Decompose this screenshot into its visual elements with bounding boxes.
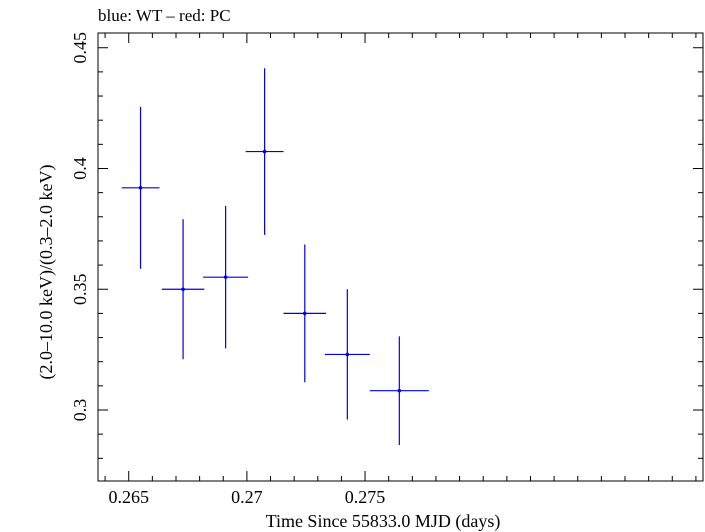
x-axis (104, 33, 697, 481)
plot-frame (97, 32, 704, 482)
data-point-wt (369, 336, 429, 446)
data-series-layer (121, 68, 429, 446)
y-tick-label: 0.35 (70, 273, 90, 305)
y-tick-label: 0.3 (70, 399, 90, 422)
x-tick-label: 0.265 (108, 487, 149, 507)
data-marker (181, 287, 185, 292)
data-marker (262, 149, 267, 154)
data-point-wt (324, 289, 370, 420)
y-tick-label: 0.45 (70, 32, 90, 64)
y-tick-labels: 0.3 0.35 0.4 0.45 (70, 32, 90, 421)
x-tick-labels: 0.265 0.27 0.275 (108, 487, 385, 507)
data-marker (302, 311, 307, 316)
data-point-wt (245, 68, 284, 235)
data-marker (397, 388, 402, 393)
data-marker (223, 275, 228, 279)
data-point-wt (161, 219, 205, 360)
data-marker (345, 352, 350, 357)
data-point-wt (283, 244, 327, 383)
x-axis-title: Time Since 55833.0 MJD (days) (266, 511, 501, 532)
x-tick-label: 0.27 (231, 487, 263, 507)
x-tick-label: 0.275 (345, 487, 386, 507)
y-axis-title: (2.0–10.0 keV)/(0.3–2.0 keV) (36, 165, 57, 380)
data-point-wt (121, 106, 160, 269)
y-axis (98, 47, 703, 459)
data-marker (138, 186, 143, 190)
y-tick-label: 0.4 (70, 157, 90, 180)
chart-title: blue: WT – red: PC (98, 6, 231, 25)
data-point-wt (203, 205, 249, 349)
